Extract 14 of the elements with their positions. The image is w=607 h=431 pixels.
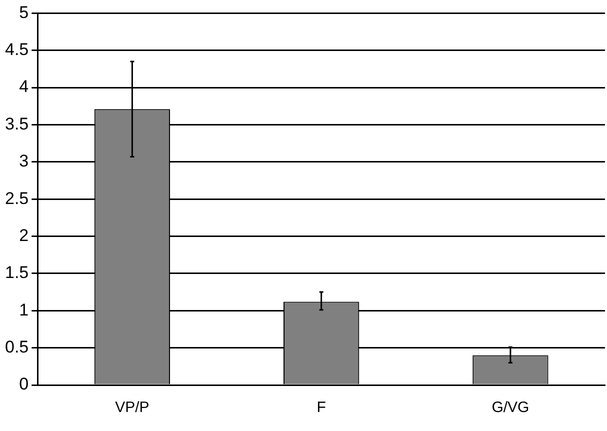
y-tick-label: 4.5 — [4, 40, 29, 60]
y-tick-label: 5 — [19, 2, 29, 22]
y-tick-label: 2 — [19, 226, 29, 245]
y-tick-label: 3 — [19, 152, 29, 171]
x-tick-label: G/VG — [492, 399, 530, 416]
y-tick-label: 1 — [19, 300, 29, 320]
y-tick-label: 1.5 — [4, 263, 29, 282]
x-tick-label: VP/P — [115, 399, 150, 416]
y-tick-label: 2.5 — [4, 188, 29, 208]
y-tick-label: 0 — [19, 374, 29, 394]
y-tick-label: 4 — [19, 77, 29, 96]
x-tick-label: F — [316, 399, 326, 416]
y-tick-label: 3.5 — [4, 114, 29, 134]
y-tick-label: 0.5 — [4, 338, 29, 357]
